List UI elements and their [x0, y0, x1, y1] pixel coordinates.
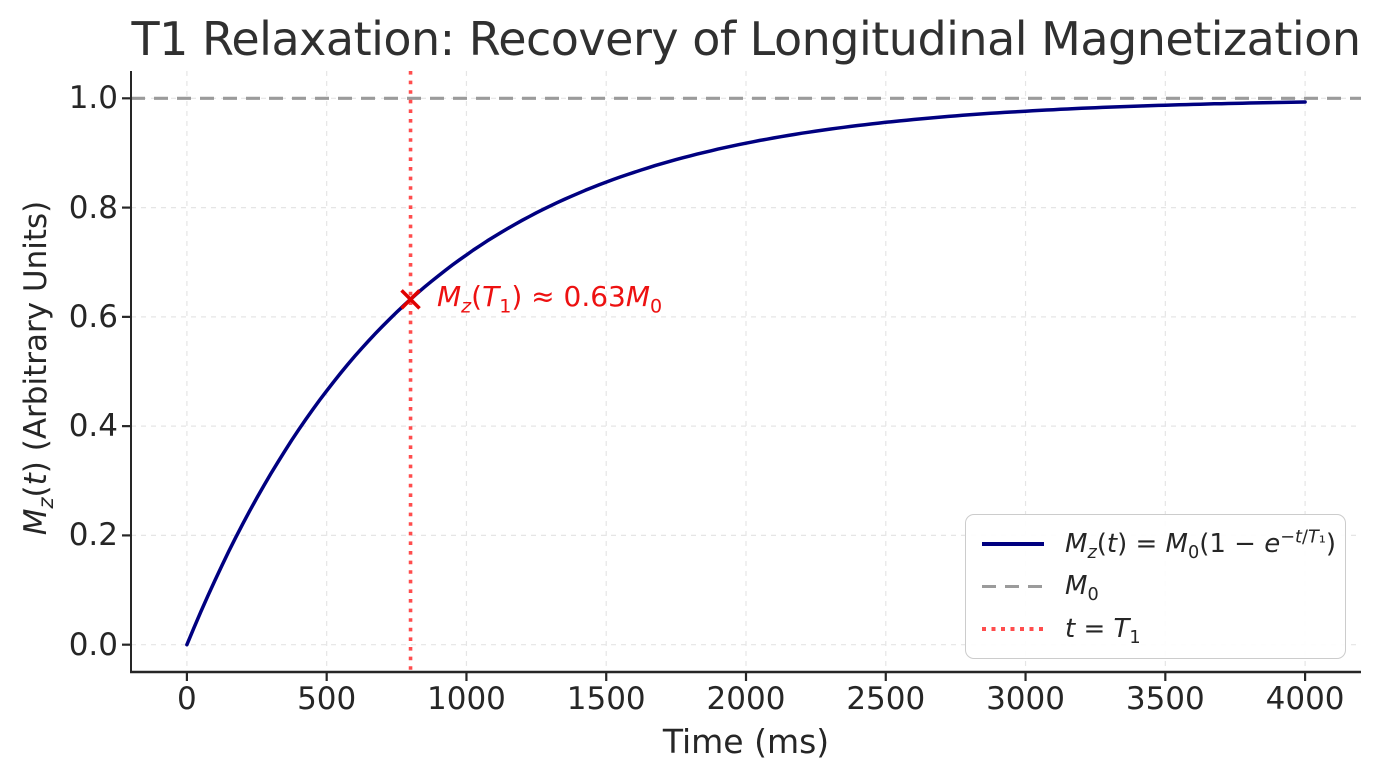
x-tick-label: 3000 — [986, 681, 1065, 717]
y-tick-label: 0.8 — [68, 189, 118, 226]
legend-dashed-line-swatch — [982, 584, 1044, 589]
x-tick-label: 3500 — [1125, 681, 1205, 717]
x-tick-label: 1500 — [566, 681, 646, 717]
y-tick-label: 0.2 — [68, 517, 118, 554]
x-tick-label: 1000 — [427, 681, 506, 717]
legend-item-t1: t = T1 — [982, 613, 1329, 648]
legend-item-curve: Mz(t) = M0(1 − e−t/T₁) — [982, 529, 1336, 562]
x-tick-label: 4000 — [1265, 681, 1345, 717]
y-tick-label: 0.0 — [68, 626, 118, 663]
t1-x-marker — [400, 289, 421, 310]
y-tick-label: 0.4 — [68, 408, 118, 445]
y-axis-label: Mz(t) (Arbitrary Units) — [18, 200, 59, 536]
y-tick-label: 1.0 — [68, 80, 118, 117]
legend-label-m0: M0 — [1065, 571, 1099, 606]
y-tick-label: 0.6 — [68, 298, 118, 335]
chart-title: T1 Relaxation: Recovery of Longitudinal … — [131, 12, 1361, 66]
t1-annotation-text: Mz(T1) ≈ 0.63M0 — [437, 280, 663, 318]
mz-recovery-curve — [185, 100, 1307, 647]
legend-label-curve: Mz(t) = M0(1 − e−t/T₁) — [1065, 527, 1336, 564]
legend: Mz(t) = M0(1 − e−t/T₁) M0 t = T1 — [965, 514, 1346, 659]
legend-solid-line-swatch — [982, 542, 1044, 547]
legend-label-t1: t = T1 — [1065, 613, 1141, 648]
legend-dotted-line-swatch — [982, 627, 1044, 631]
legend-item-m0: M0 — [982, 571, 1329, 606]
x-tick-label: 2000 — [706, 681, 786, 717]
x-tick-label: 500 — [297, 681, 357, 717]
x-tick-label: 2500 — [846, 681, 926, 717]
x-axis-label: Time (ms) — [662, 722, 830, 761]
x-tick-label: 0 — [177, 681, 197, 717]
